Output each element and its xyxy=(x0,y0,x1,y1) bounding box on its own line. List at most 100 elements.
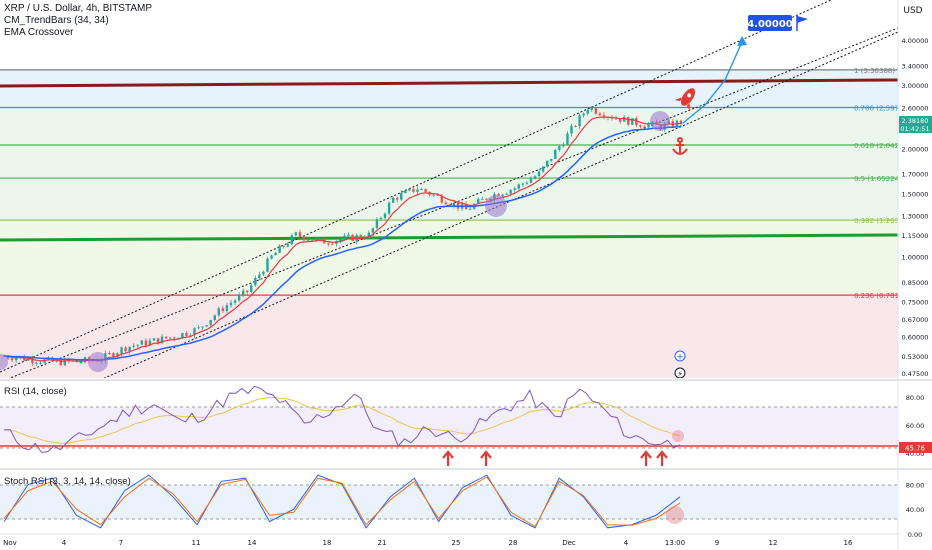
candle xyxy=(550,158,553,161)
candle xyxy=(51,357,54,362)
projection-arrowhead xyxy=(737,36,747,46)
time-axis[interactable]: Nov 4 7 11 14 18 21 25 28 Dec 4 13:00 9 12 16 xyxy=(0,533,898,547)
fib-zones xyxy=(0,69,898,378)
candle xyxy=(128,346,131,352)
ema-slow-line xyxy=(3,125,681,361)
stoch-axis: 80.00 40.00 0.00 xyxy=(906,481,925,539)
candle xyxy=(189,335,192,337)
candle xyxy=(602,115,606,118)
time-tick-label: Dec xyxy=(562,539,576,547)
candle xyxy=(554,149,557,159)
price-tick-label: 4.00000 xyxy=(902,37,929,45)
candle xyxy=(614,118,618,120)
candle xyxy=(201,326,204,328)
candle xyxy=(156,338,160,344)
resistance-line xyxy=(0,78,898,88)
rsi-value-badge xyxy=(899,442,932,453)
fib-zone xyxy=(0,107,898,146)
candle xyxy=(477,199,480,204)
candle xyxy=(160,336,164,344)
candle xyxy=(270,255,273,259)
candle xyxy=(237,294,241,301)
fib-label: 1 (3.30388) xyxy=(854,67,895,75)
highlight-circle xyxy=(650,111,670,131)
stoch-title[interactable]: Stoch RSI (3, 3, 14, 14, close) xyxy=(4,476,131,487)
candle xyxy=(132,345,135,347)
rsi-title[interactable]: RSI (14, close) xyxy=(4,386,67,397)
price-tick-label: 3.40000 xyxy=(902,62,929,70)
rsi-tick-label: 40.00 xyxy=(906,450,925,458)
add-indicator-button[interactable]: + xyxy=(674,350,686,363)
candle xyxy=(545,160,549,167)
indicator-ema[interactable]: EMA Crossover xyxy=(4,27,74,38)
candle xyxy=(367,232,371,239)
candle xyxy=(371,228,375,233)
candle xyxy=(120,347,123,354)
candle xyxy=(537,171,541,177)
candle xyxy=(343,235,346,240)
flash-icon[interactable]: ⚡ xyxy=(674,367,686,379)
price-tick-label: 0.60000 xyxy=(902,333,929,341)
candle xyxy=(521,183,525,185)
fib-label: 0.5 (1.65324) xyxy=(854,175,902,183)
candle xyxy=(594,108,598,114)
price-tick-label: 0.75000 xyxy=(902,299,929,307)
highlight-circle xyxy=(485,195,507,217)
candle xyxy=(331,243,334,245)
candle xyxy=(63,358,67,366)
candle xyxy=(233,300,237,303)
candle xyxy=(168,337,172,339)
candle xyxy=(578,115,581,127)
candle xyxy=(193,328,196,336)
candle xyxy=(347,234,350,236)
candle xyxy=(408,188,411,191)
fib-zone-bottom xyxy=(0,295,898,378)
candle xyxy=(266,258,269,272)
candle xyxy=(452,202,456,206)
candle xyxy=(205,325,208,327)
candle xyxy=(387,202,391,214)
candle xyxy=(108,353,111,355)
candle xyxy=(440,195,443,203)
candle xyxy=(294,232,298,236)
candle xyxy=(671,121,675,127)
candle xyxy=(412,188,415,192)
time-tick-label: 16 xyxy=(844,539,853,547)
candle xyxy=(221,308,225,311)
candle xyxy=(140,340,144,345)
candle xyxy=(533,176,537,179)
candle xyxy=(391,197,395,203)
candle xyxy=(278,245,281,253)
candle xyxy=(436,194,439,196)
indicator-trendbars[interactable]: CM_TrendBars (34, 34) xyxy=(4,15,109,26)
candle xyxy=(647,124,650,128)
candle xyxy=(10,358,14,361)
candle xyxy=(424,189,427,192)
fib-labels: 1 (3.30388) 0.786 (2.59745) 0.618 (2.04287… xyxy=(854,67,911,300)
channel-middle xyxy=(8,27,898,378)
time-tick-label: 28 xyxy=(509,539,518,547)
ema-fast-line xyxy=(3,116,681,363)
candle xyxy=(27,358,30,361)
symbol-title[interactable]: XRP / U.S. Dollar, 4h, BITSTAMP xyxy=(4,3,153,14)
candle xyxy=(262,271,265,275)
time-tick-label: 12 xyxy=(769,539,778,547)
candle xyxy=(375,219,379,229)
candle xyxy=(185,332,188,336)
up-arrow-icon xyxy=(640,450,652,466)
candle xyxy=(598,113,602,116)
candle xyxy=(509,190,512,194)
candle xyxy=(112,353,115,357)
candle xyxy=(574,125,577,127)
candle xyxy=(144,340,148,346)
candle xyxy=(59,359,62,366)
candle xyxy=(116,353,119,357)
price-axis[interactable]: USD 4.000003.400003.000002.600002.300002… xyxy=(897,0,932,550)
target-price-label: 4.00000 xyxy=(747,15,793,31)
candle xyxy=(448,204,452,206)
fib-label: 0.382 (1.26382) xyxy=(854,217,911,225)
candle xyxy=(639,125,642,127)
fib-label: 0.236 (0.78186) xyxy=(854,292,911,300)
